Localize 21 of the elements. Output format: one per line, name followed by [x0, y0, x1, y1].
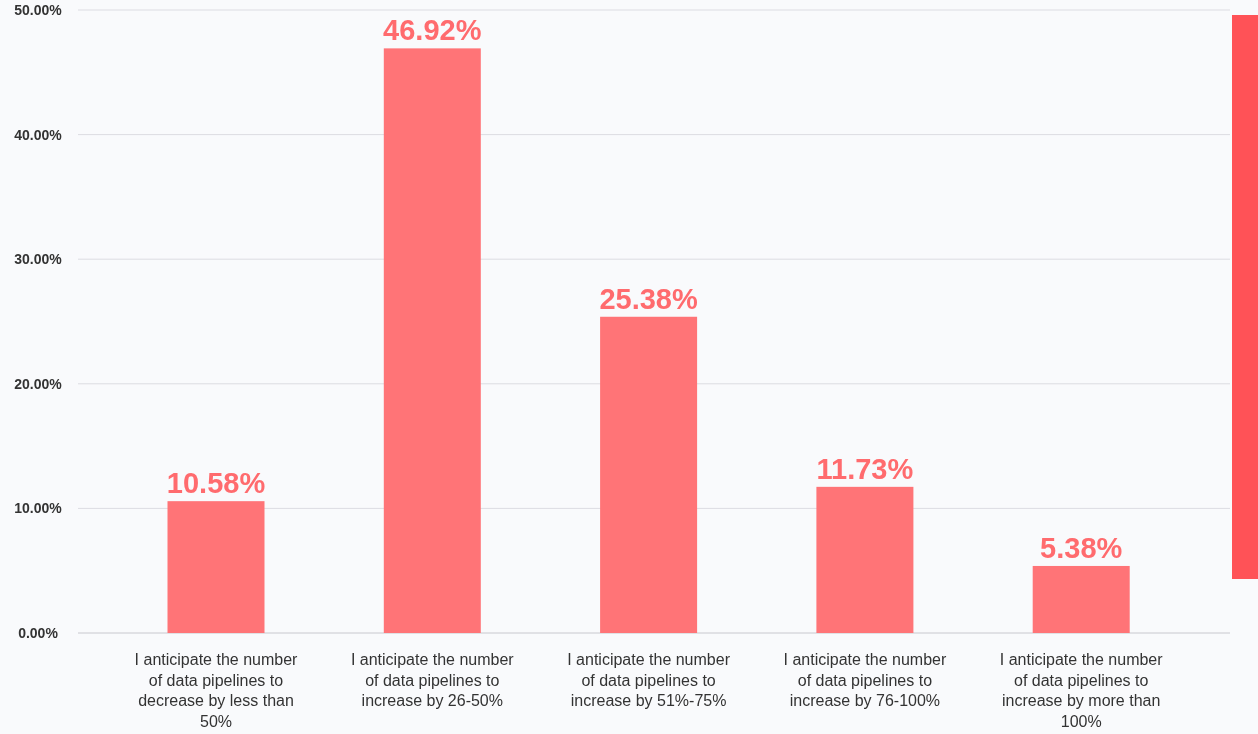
data-label: 5.38%: [1040, 531, 1123, 564]
x-tick-label: I anticipate the number of data pipelines to increase by more than 100%: [999, 651, 1164, 730]
data-label: 25.38%: [599, 282, 698, 315]
y-tick-label: 10.00%: [14, 500, 63, 517]
y-tick-label: 50.00%: [14, 1, 63, 18]
bar: [167, 501, 265, 633]
data-label: 46.92%: [383, 14, 482, 47]
y-tick-label: 0.00%: [18, 624, 59, 641]
x-tick-label: I anticipate the number of data pipelines to increase by 26-50%: [350, 651, 515, 709]
bar: [600, 316, 698, 633]
y-tick-label: 30.00%: [14, 251, 63, 268]
x-tick-label: I anticipate the number of data pipelines to increase by 51%-75%: [567, 651, 731, 709]
y-tick-label: 20.00%: [14, 375, 63, 392]
data-label: 11.73%: [816, 452, 914, 485]
x-tick-label: I anticipate the number of data pipelines to decrease by less than 50%: [134, 651, 299, 730]
data-label: 10.58%: [166, 467, 266, 500]
bar: [816, 486, 914, 633]
y-tick-label: 40.00%: [14, 126, 63, 143]
x-tick-label: I anticipate the number of data pipelines to increase by 76-100%: [783, 651, 947, 709]
bar: [1032, 565, 1130, 633]
bar: [383, 48, 481, 633]
